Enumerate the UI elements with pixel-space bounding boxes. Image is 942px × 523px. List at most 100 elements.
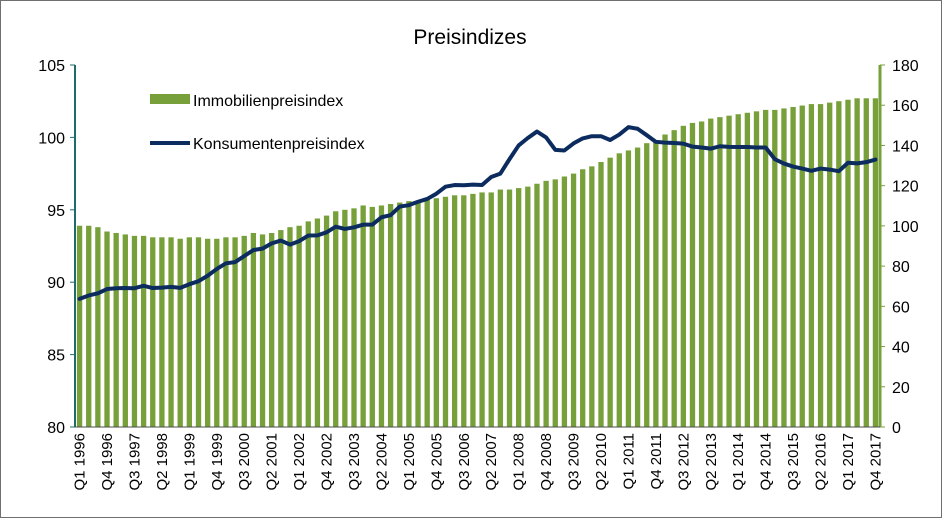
bar [351,208,357,427]
bar [653,140,659,428]
bar [872,98,879,428]
category-label: Q1 2014 [730,433,747,491]
category-label: Q4 2005 [428,433,445,491]
bar [708,118,714,427]
bar [570,173,577,427]
bar [287,227,293,427]
right-tick-label: 160 [892,98,919,115]
bar [808,104,815,427]
bar [250,232,257,427]
bar [232,237,238,427]
bar [113,232,119,427]
bar [790,106,796,428]
bar [342,209,348,427]
bar [159,237,165,427]
bar [104,231,110,427]
bar [680,125,686,427]
bar [607,157,613,428]
bar [204,238,211,427]
bar [424,199,430,427]
bar [278,230,284,427]
bar [616,153,622,427]
category-labels: Q1 1996 Q4 1996 Q3 1997 Q2 1998 Q1 1999 Q4 19… [72,433,885,491]
category-label: Q2 2010 [593,433,610,491]
right-tick-label: 40 [892,340,910,357]
bar [753,111,760,427]
category-label: Q1 2002 [291,433,308,491]
bar [378,205,385,427]
legend-line-label: Konsumentenpreisindex [193,136,365,153]
bar [689,122,696,428]
category-label: Q4 2008 [538,433,555,491]
bar [598,162,604,427]
bar [415,202,421,427]
bar [589,166,595,428]
bar [543,180,549,427]
bar [763,109,769,427]
left-tick-label: 95 [47,203,65,220]
line-series [77,125,878,301]
category-label: Q2 2016 [813,433,830,491]
bar [516,188,522,427]
category-label: Q1 2017 [840,433,857,491]
bar [827,102,833,428]
bar [397,202,403,427]
category-label: Q3 2015 [785,433,802,491]
bar [534,183,540,427]
bar [525,186,531,427]
legend: Immobilienpreisindex Konsumentenpreisind… [150,93,365,153]
bar [717,117,723,427]
category-label: Q4 1999 [209,433,226,491]
category-label: Q2 2013 [703,433,720,491]
category-label: Q1 2008 [511,433,528,491]
category-label: Q2 2004 [373,433,390,491]
bar [442,196,449,427]
bar [186,237,192,427]
left-tick-label: 105 [38,58,65,75]
bar [726,115,732,428]
right-tick-label: 20 [892,380,910,397]
bar [781,108,787,427]
bar [241,235,247,427]
left-axis-ticks: 80 85 90 95 100 105 [38,58,75,437]
category-label: Q1 2005 [401,433,418,491]
legend-bar-swatch [150,94,190,104]
bar [214,238,220,427]
bar-series [76,98,879,428]
right-tick-label: 180 [892,58,919,75]
bar [698,121,705,427]
bar [836,101,842,427]
bar [131,235,138,427]
bar [662,134,668,427]
category-label: Q2 2007 [483,433,500,491]
bar [671,130,677,427]
bar [168,237,174,427]
bar [95,227,101,427]
bar [561,176,568,427]
bar [506,189,513,427]
right-axis-ticks: 0 20 40 60 80 100 120 140 160 180 [880,58,919,437]
bar [744,112,751,427]
category-label: Q4 2011 [648,433,665,489]
right-tick-label: 80 [892,259,910,276]
right-tick-label: 100 [892,219,919,236]
bar [845,99,851,427]
bar [333,211,339,427]
bar [406,201,412,427]
bar [140,235,147,427]
category-label: Q3 1997 [126,433,143,491]
bar [461,195,467,427]
bar [360,205,366,427]
bar [296,225,302,427]
bar [625,150,632,427]
bar [177,238,183,427]
right-tick-label: 120 [892,179,919,196]
bar [863,98,869,428]
bar [369,206,375,427]
category-label: Q3 2003 [346,433,363,491]
category-label: Q2 2001 [264,433,281,491]
bar [150,237,156,427]
bar [580,169,586,427]
bar [451,195,458,427]
